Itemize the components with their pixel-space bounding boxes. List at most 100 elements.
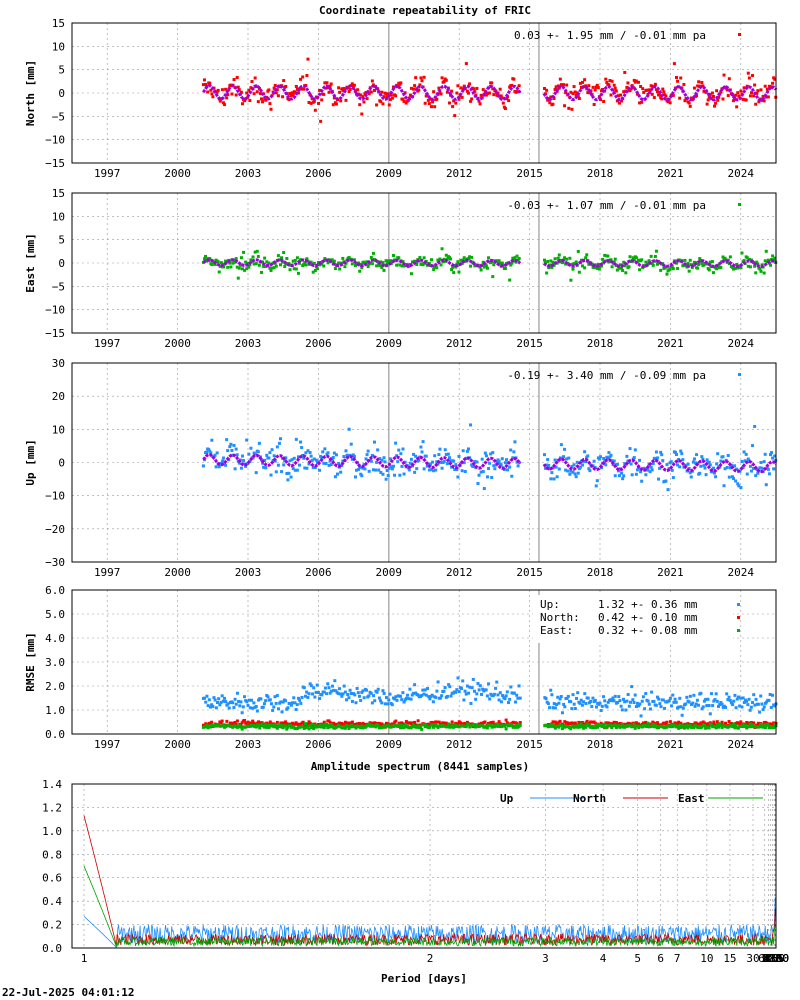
- data-point: [370, 262, 374, 266]
- data-point: [246, 462, 250, 466]
- data-point: [460, 686, 464, 690]
- data-point: [617, 695, 621, 699]
- data-point: [428, 97, 432, 101]
- data-point: [633, 693, 637, 697]
- data-point: [294, 721, 298, 725]
- data-point: [268, 266, 272, 270]
- data-point: [320, 262, 324, 266]
- data-point: [512, 450, 516, 454]
- data-point: [646, 468, 650, 472]
- data-point: [328, 84, 332, 88]
- data-point: [587, 467, 591, 471]
- data-point: [593, 88, 597, 92]
- data-point: [736, 91, 740, 95]
- data-point: [613, 86, 617, 90]
- y-tick-label: 4.0: [45, 632, 65, 645]
- data-point: [357, 694, 361, 698]
- data-point: [485, 694, 489, 698]
- data-point: [735, 105, 739, 109]
- data-point: [762, 705, 766, 709]
- data-point: [589, 699, 593, 703]
- data-point: [740, 460, 744, 464]
- data-point: [476, 482, 480, 486]
- data-point: [227, 706, 231, 710]
- data-point: [549, 477, 553, 481]
- data-point: [353, 693, 357, 697]
- data-point: [653, 457, 657, 461]
- data-point: [383, 263, 387, 267]
- data-point: [607, 83, 611, 87]
- data-point: [515, 723, 519, 727]
- data-point: [329, 463, 333, 467]
- data-point: [731, 703, 735, 707]
- data-point: [560, 711, 564, 715]
- data-point: [334, 453, 338, 457]
- data-point: [408, 93, 412, 97]
- data-point: [201, 464, 205, 468]
- data-point: [678, 465, 682, 469]
- data-point: [239, 700, 243, 704]
- x-tick-label: 5: [634, 952, 641, 965]
- data-point: [358, 103, 362, 107]
- data-point: [282, 251, 286, 255]
- data-point: [732, 99, 736, 103]
- data-point: [274, 264, 278, 268]
- data-point: [340, 694, 344, 698]
- data-point: [240, 102, 244, 106]
- data-point: [688, 471, 692, 475]
- data-point: [612, 459, 616, 463]
- data-point: [620, 471, 624, 475]
- x-tick-label: 2015: [516, 167, 543, 180]
- data-point: [280, 256, 284, 260]
- data-point: [400, 723, 404, 727]
- data-point: [306, 722, 310, 726]
- data-points: [201, 676, 778, 731]
- data-point: [473, 460, 477, 464]
- data-point: [461, 449, 465, 453]
- data-point: [284, 456, 288, 460]
- x-tick-label: 2003: [235, 337, 262, 350]
- data-point: [508, 697, 512, 701]
- data-point: [428, 264, 432, 268]
- data-point: [571, 693, 575, 697]
- data-point: [773, 256, 777, 260]
- data-point: [670, 265, 674, 269]
- data-point: [251, 255, 255, 259]
- data-point: [247, 88, 251, 92]
- data-point: [431, 700, 435, 704]
- data-point: [202, 78, 206, 82]
- y-tick-label: 6.0: [45, 584, 65, 597]
- data-point: [605, 81, 609, 85]
- data-point: [265, 260, 269, 264]
- data-point: [719, 700, 723, 704]
- data-point: [504, 727, 508, 731]
- seasonal-model-line: [202, 453, 778, 474]
- data-point: [705, 458, 709, 462]
- data-point: [565, 457, 569, 461]
- data-point: [641, 87, 645, 91]
- data-point: [416, 724, 420, 728]
- data-point: [250, 721, 254, 725]
- data-point: [399, 452, 403, 456]
- data-point: [225, 438, 229, 442]
- x-tick-label: 2000: [164, 337, 191, 350]
- data-point: [365, 688, 369, 692]
- data-point: [563, 256, 567, 260]
- y-tick-label: 3.0: [45, 656, 65, 669]
- data-point: [752, 467, 756, 471]
- data-point: [698, 257, 702, 261]
- data-point: [559, 723, 563, 727]
- data-point: [658, 93, 662, 97]
- data-point: [221, 724, 225, 728]
- data-point: [401, 691, 405, 695]
- data-point: [264, 699, 268, 703]
- data-point: [373, 699, 377, 703]
- data-point: [240, 721, 244, 725]
- data-point: [617, 101, 621, 105]
- data-point: [237, 88, 241, 92]
- data-point: [678, 723, 682, 727]
- data-point: [701, 84, 705, 88]
- data-point: [214, 465, 218, 469]
- data-point: [439, 460, 443, 464]
- data-point: [736, 726, 740, 730]
